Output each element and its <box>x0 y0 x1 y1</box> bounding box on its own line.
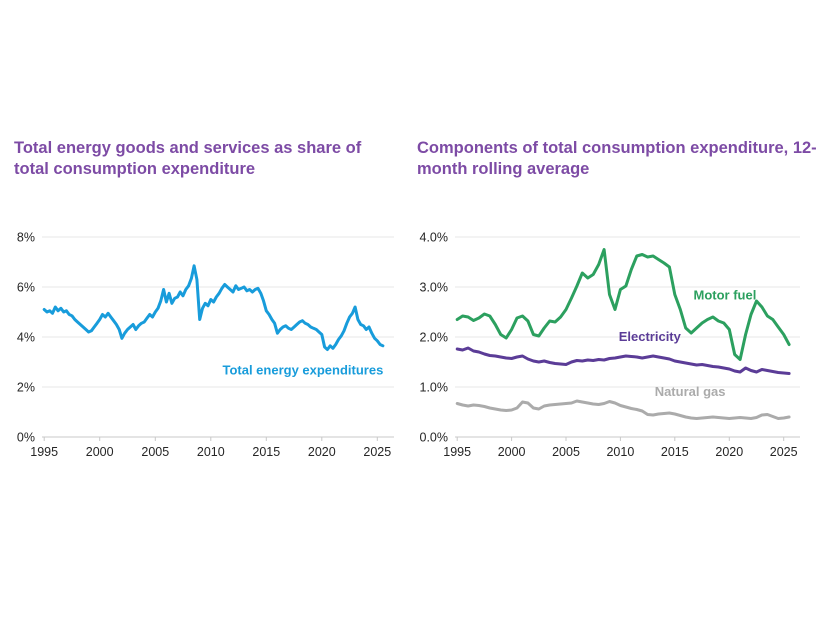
line-chart-expenditure-components: 0.0% 1.0% 2.0% 3.0% 4.0% 1995 2000 2005 2010 2015… <box>420 231 800 459</box>
chart-title-right: Components of total consumption expendit… <box>417 139 817 179</box>
series-line-motor-fuel <box>455 248 791 361</box>
y-tick-label: 8% <box>17 231 35 245</box>
y-tick-label: 4.0% <box>420 231 449 245</box>
series-line-natural-gas <box>455 399 791 420</box>
x-tick-label: 1995 <box>30 445 58 459</box>
y-tick-label: 0% <box>17 431 35 445</box>
series-line-electricity <box>455 346 791 375</box>
x-tick-label: 2000 <box>498 445 526 459</box>
x-tick-label: 2010 <box>606 445 634 459</box>
x-tick-label: 2020 <box>715 445 743 459</box>
chart-expenditure-components: Components of total consumption expendit… <box>412 138 820 474</box>
x-tick-label: 2005 <box>552 445 580 459</box>
chart-title-left: Total energy goods and services as share… <box>14 139 362 179</box>
series-label-natural-gas: Natural gas <box>655 384 726 399</box>
x-tick-label: 2000 <box>86 445 114 459</box>
series-label-motor-fuel: Motor fuel <box>693 288 756 303</box>
x-tick-label: 2025 <box>363 445 391 459</box>
y-tick-label: 1.0% <box>420 381 449 395</box>
y-tick-label: 0.0% <box>420 431 449 445</box>
y-tick-label: 4% <box>17 331 35 345</box>
x-tick-label: 2005 <box>141 445 169 459</box>
y-tick-label: 3.0% <box>420 281 449 295</box>
y-tick-label: 6% <box>17 281 35 295</box>
y-tick-label: 2.0% <box>420 331 449 345</box>
x-tick-label: 2015 <box>661 445 689 459</box>
series-line-total-energy-expenditures <box>42 264 385 351</box>
x-tick-label: 2010 <box>197 445 225 459</box>
y-tick-label: 2% <box>17 381 35 395</box>
x-tick-label: 1995 <box>443 445 471 459</box>
series-label-total-energy-expenditures: Total energy expenditures <box>222 363 383 378</box>
x-tick-label: 2020 <box>308 445 336 459</box>
series-label-electricity: Electricity <box>619 329 682 344</box>
line-chart-total-energy-share: 0% 2% 4% 6% 8% 1995 2000 2005 2010 2015 2020 2025 To… <box>17 231 394 459</box>
chart-total-energy-share: Total energy goods and services as share… <box>8 138 416 474</box>
x-tick-label: 2025 <box>770 445 798 459</box>
x-tick-label: 2015 <box>252 445 280 459</box>
